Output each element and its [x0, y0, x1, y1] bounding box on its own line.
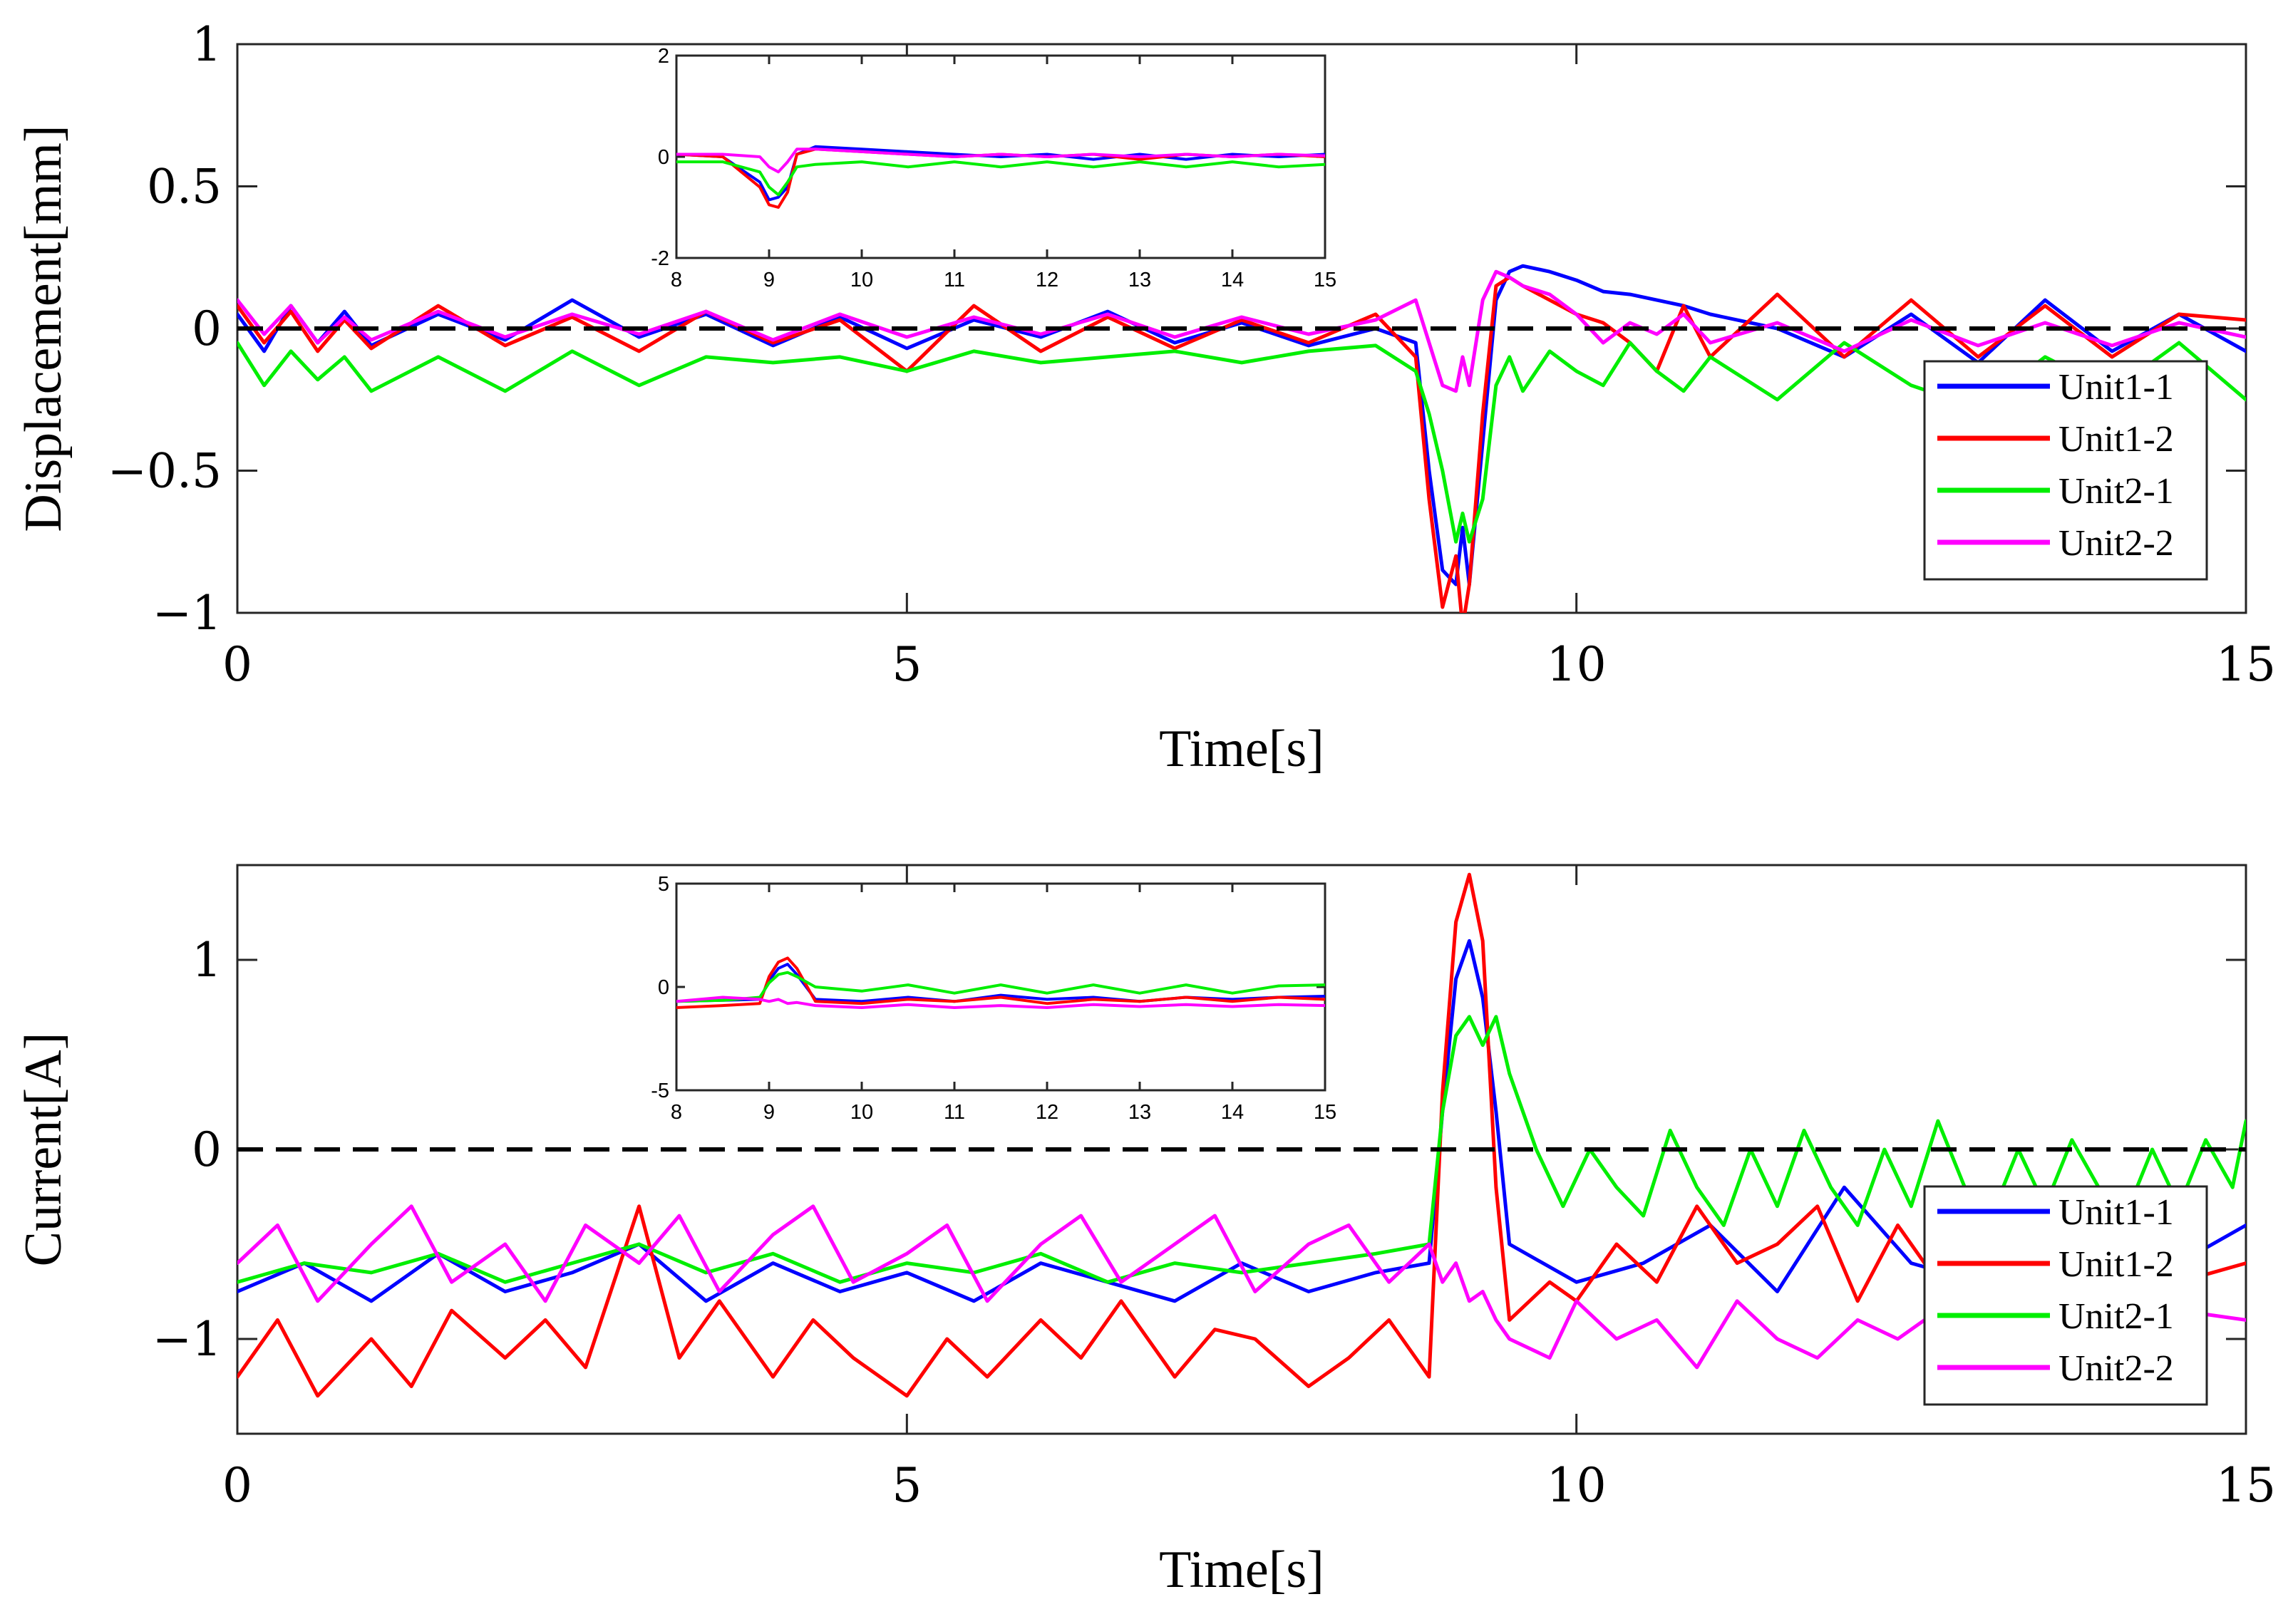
current-inset-lines: [676, 956, 1325, 1009]
displacement-y-axis-label: Displacement[mm]: [14, 125, 73, 532]
series-line-unit1-2: [676, 956, 1325, 1009]
displacement-inset-chart: 8 9 10 11 12 13 14 15 -2 0 2: [651, 45, 1336, 291]
legend-label-unit1-2: Unit1-2: [2058, 419, 2174, 460]
current-lines: [237, 872, 2246, 1398]
current-y-tick-label: −1: [153, 1312, 222, 1367]
current-inset-x-tick-label: 14: [1221, 1101, 1244, 1124]
displacement-inset-y-tick-label: -2: [651, 247, 669, 270]
legend-label-unit2-2: Unit2-2: [2058, 523, 2174, 564]
displacement-x-axis-label: Time[s]: [1159, 720, 1324, 778]
displacement-y-tick-label: 1: [192, 17, 222, 72]
displacement-inset-x-tick-label: 15: [1314, 269, 1336, 291]
series-line-unit2-2: [237, 1204, 2246, 1370]
legend-label-unit2-2: Unit2-2: [2058, 1348, 2174, 1389]
legend-label-unit2-1: Unit2-1: [2058, 1296, 2174, 1337]
displacement-y-tick-label: 0.5: [147, 160, 222, 214]
current-legend: Unit1-1 Unit1-2 Unit2-1 Unit2-2: [1923, 1185, 2208, 1406]
series-line-unit1-2: [237, 872, 2246, 1398]
displacement-inset-x-tick-label: 9: [763, 269, 775, 291]
current-inset-x-tick-label: 8: [671, 1101, 682, 1124]
current-inset-chart: 8 9 10 11 12 13 14 15 -5 0 5: [651, 873, 1336, 1124]
displacement-y-tick-label: 0: [192, 301, 222, 356]
current-inset-plot-area: [675, 882, 1326, 1092]
current-x-axis-label: Time[s]: [1159, 1541, 1324, 1599]
legend-label-unit2-1: Unit2-1: [2058, 471, 2174, 512]
current-inset-y-tick-label: -5: [651, 1080, 669, 1102]
current-y-axis-label: Current[A]: [14, 1033, 73, 1267]
current-inset-x-tick-label: 10: [850, 1101, 873, 1124]
displacement-x-tick-label: 15: [2216, 637, 2276, 692]
series-line-unit2-1: [676, 160, 1325, 197]
current-inset-x-tick-label: 9: [763, 1101, 775, 1124]
displacement-inset-x-tick-label: 8: [671, 269, 682, 291]
displacement-x-tick-label: 0: [222, 637, 252, 692]
current-inset-y-tick-label: 5: [658, 873, 669, 896]
series-line-unit2-2: [237, 269, 2246, 393]
current-x-tick-label: 5: [892, 1458, 922, 1513]
current-inset-x-tick-label: 11: [944, 1101, 965, 1124]
series-line-unit1-2: [237, 275, 2246, 613]
series-line-unit2-1: [237, 341, 2246, 544]
current-y-tick-label: 1: [192, 933, 222, 988]
displacement-y-tick-label: −0.5: [108, 444, 222, 499]
displacement-legend: Unit1-1 Unit1-2 Unit2-1 Unit2-2: [1923, 360, 2208, 581]
displacement-x-tick-label: 5: [892, 637, 922, 692]
series-line-unit2-1: [676, 971, 1325, 1003]
displacement-inset-y-tick-label: 2: [658, 45, 669, 68]
series-line-unit2-2: [676, 148, 1325, 174]
current-inset-y-tick-label: 0: [658, 976, 669, 999]
displacement-inset-x-tick-label: 13: [1128, 269, 1151, 291]
current-x-tick-label: 0: [222, 1458, 252, 1513]
displacement-inset-x-tick-label: 11: [944, 269, 965, 291]
series-line-unit1-1: [676, 145, 1325, 202]
legend-label-unit1-1: Unit1-1: [2058, 367, 2174, 408]
current-inset-x-tick-label: 12: [1036, 1101, 1058, 1124]
displacement-inset-lines: [676, 145, 1325, 209]
displacement-inset-x-tick-label: 14: [1221, 269, 1244, 291]
current-x-tick-label: 15: [2216, 1458, 2276, 1513]
legend-label-unit1-2: Unit1-2: [2058, 1244, 2174, 1285]
series-line-unit2-1: [237, 1015, 2246, 1284]
current-x-tick-label: 10: [1547, 1458, 1607, 1513]
displacement-inset-x-tick-label: 12: [1036, 269, 1058, 291]
displacement-y-tick-label: −1: [153, 586, 222, 641]
current-inset-x-tick-label: 13: [1128, 1101, 1151, 1124]
legend-label-unit1-1: Unit1-1: [2058, 1192, 2174, 1233]
displacement-inset-y-tick-label: 0: [658, 146, 669, 169]
displacement-inset-x-tick-label: 10: [850, 269, 873, 291]
displacement-x-tick-label: 10: [1547, 637, 1607, 692]
series-line-unit2-2: [676, 995, 1325, 1009]
displacement-lines: [237, 264, 2246, 613]
current-y-tick-label: 0: [192, 1122, 222, 1177]
current-inset-x-tick-label: 15: [1314, 1101, 1336, 1124]
series-line-unit1-1: [237, 264, 2246, 586]
